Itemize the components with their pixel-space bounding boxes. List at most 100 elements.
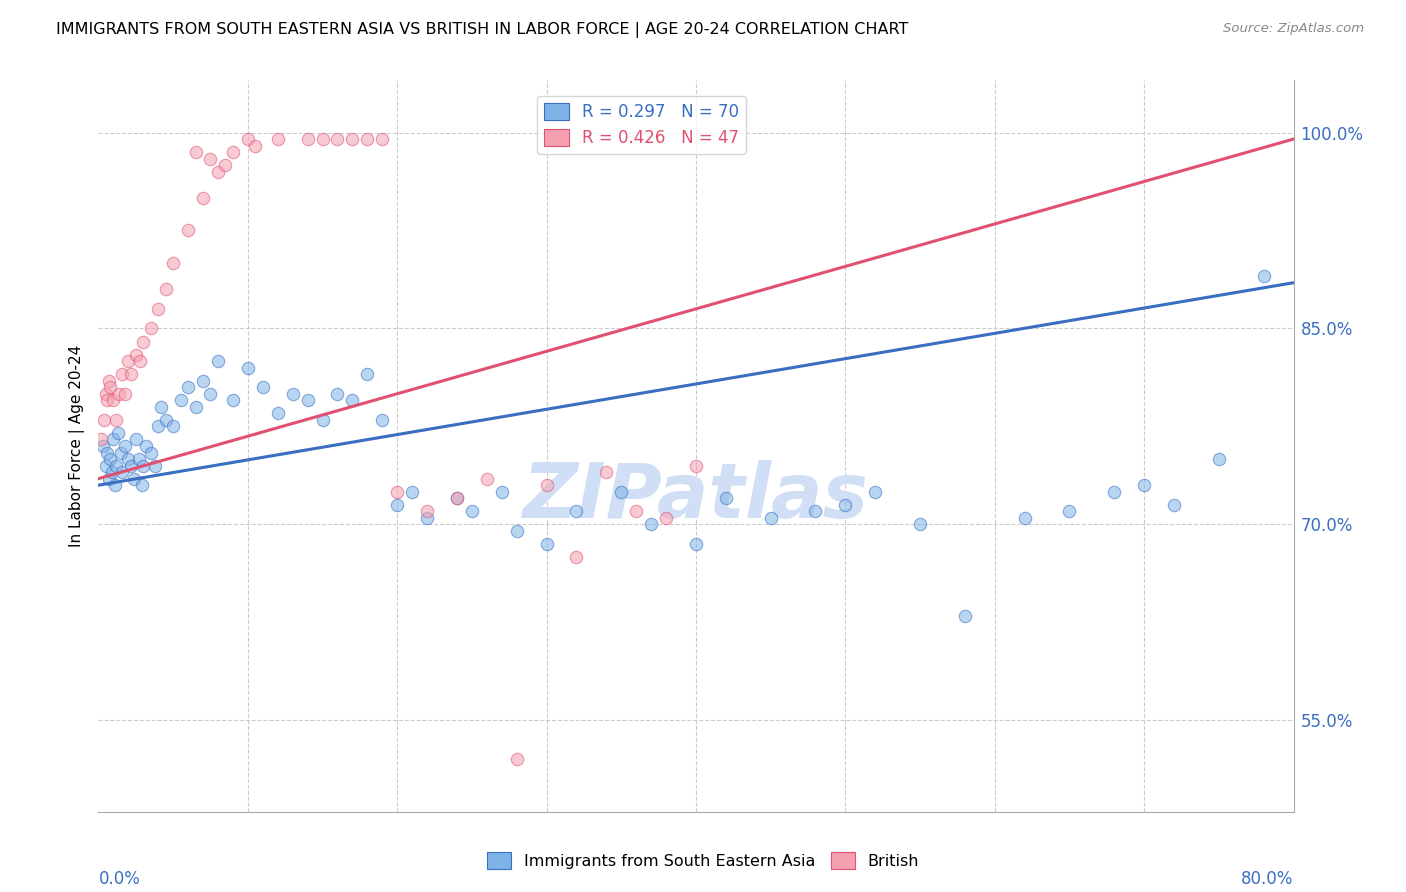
Legend: R = 0.297   N = 70, R = 0.426   N = 47: R = 0.297 N = 70, R = 0.426 N = 47 <box>537 96 745 154</box>
Point <box>342 393 364 408</box>
Point <box>536 537 558 551</box>
Point <box>297 393 319 408</box>
Point <box>245 138 267 153</box>
Point <box>132 334 155 349</box>
Point <box>491 484 513 499</box>
Point <box>1133 478 1156 492</box>
Point <box>461 504 484 518</box>
Text: ZIPatlas: ZIPatlas <box>523 460 869 534</box>
Point <box>326 132 349 146</box>
Point <box>108 386 131 401</box>
Point <box>475 472 498 486</box>
Point <box>129 354 152 368</box>
Point <box>120 367 142 381</box>
Point <box>114 439 136 453</box>
Point <box>1253 269 1275 284</box>
Point <box>191 374 214 388</box>
Point <box>236 132 259 146</box>
Point <box>685 537 707 551</box>
Point <box>135 439 157 453</box>
Point <box>103 393 125 408</box>
Point <box>610 484 633 499</box>
Point <box>96 393 118 408</box>
Point <box>595 465 617 479</box>
Point <box>91 439 114 453</box>
Point <box>184 400 207 414</box>
Point <box>1059 504 1081 518</box>
Point <box>640 517 662 532</box>
Point <box>222 393 245 408</box>
Point <box>150 400 173 414</box>
Y-axis label: In Labor Force | Age 20-24: In Labor Force | Age 20-24 <box>69 345 84 547</box>
Point <box>105 413 128 427</box>
Point <box>125 433 148 447</box>
Point <box>655 511 678 525</box>
Point <box>297 132 319 146</box>
Point <box>1014 511 1036 525</box>
Point <box>177 223 200 237</box>
Point <box>98 380 122 394</box>
Point <box>132 458 155 473</box>
Point <box>107 425 129 440</box>
Point <box>117 354 139 368</box>
Point <box>342 132 364 146</box>
Point <box>139 445 162 459</box>
Point <box>446 491 468 506</box>
Point <box>252 380 274 394</box>
Point <box>104 478 127 492</box>
Point <box>714 491 737 506</box>
Point <box>281 386 304 401</box>
Point <box>1163 498 1185 512</box>
Point <box>155 282 177 296</box>
Point <box>267 406 290 420</box>
Point <box>311 413 333 427</box>
Point <box>139 321 162 335</box>
Point <box>155 413 177 427</box>
Point <box>759 511 782 525</box>
Point <box>536 478 558 492</box>
Point <box>93 413 115 427</box>
Text: 80.0%: 80.0% <box>1241 871 1294 888</box>
Point <box>111 367 134 381</box>
Point <box>111 465 134 479</box>
Point <box>565 549 588 564</box>
Point <box>834 498 856 512</box>
Point <box>311 132 333 146</box>
Point <box>128 452 150 467</box>
Point <box>953 608 976 623</box>
Point <box>98 452 122 467</box>
Point <box>207 354 229 368</box>
Point <box>446 491 468 506</box>
Point <box>356 132 378 146</box>
Point <box>371 413 394 427</box>
Point <box>143 458 166 473</box>
Text: Source: ZipAtlas.com: Source: ZipAtlas.com <box>1223 22 1364 36</box>
Point <box>207 164 229 178</box>
Text: IMMIGRANTS FROM SOUTH EASTERN ASIA VS BRITISH IN LABOR FORCE | AGE 20-24 CORRELA: IMMIGRANTS FROM SOUTH EASTERN ASIA VS BR… <box>56 22 908 38</box>
Point <box>90 433 112 447</box>
Point <box>236 360 259 375</box>
Point <box>191 191 214 205</box>
Point <box>326 386 349 401</box>
Point <box>97 472 120 486</box>
Point <box>125 348 148 362</box>
Point <box>103 433 125 447</box>
Point <box>177 380 200 394</box>
Point <box>416 504 439 518</box>
Point <box>110 445 132 459</box>
Point <box>1208 452 1230 467</box>
Point <box>169 393 191 408</box>
Point <box>94 458 117 473</box>
Point <box>120 458 142 473</box>
Point <box>267 132 290 146</box>
Point <box>1104 484 1126 499</box>
Point <box>105 458 128 473</box>
Point <box>371 132 394 146</box>
Point <box>908 517 931 532</box>
Point <box>506 752 529 766</box>
Point <box>401 484 423 499</box>
Point <box>685 458 707 473</box>
Point <box>565 504 588 518</box>
Point <box>385 498 409 512</box>
Point <box>200 152 222 166</box>
